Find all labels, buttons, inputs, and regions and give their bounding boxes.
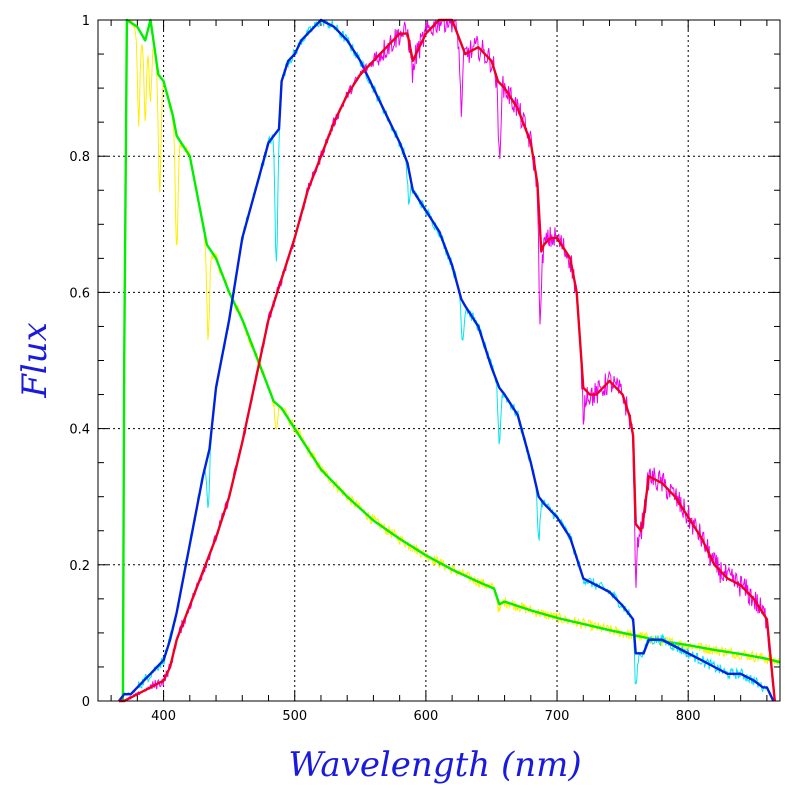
- y-axis-label: Flux: [15, 322, 55, 399]
- y-tick-label: 0: [82, 695, 90, 710]
- y-tick-label: 0.4: [69, 423, 90, 438]
- x-tick-label: 400: [151, 709, 176, 724]
- grid-lines: [98, 20, 780, 701]
- y-tick-labels: 0 0.2 0.4 0.6 0.8 1: [69, 14, 90, 710]
- series-2-line: [118, 18, 775, 702]
- plot-frame: [97, 19, 781, 702]
- x-tick-label: 500: [282, 709, 307, 724]
- series-3-line: [119, 18, 776, 703]
- minor-ticks: [98, 19, 780, 702]
- series-3: [119, 18, 776, 703]
- y-tick-label: 0.6: [69, 286, 90, 301]
- x-tick-labels: 400 500 600 700 800: [151, 709, 700, 724]
- series-2: [118, 18, 775, 702]
- x-tick-label: 700: [545, 709, 570, 724]
- series-layer: [118, 18, 781, 703]
- series-1-line: [121, 18, 781, 702]
- plot-background: [98, 20, 780, 701]
- y-tick-label: 0.8: [69, 150, 90, 165]
- x-tick-label: 800: [676, 709, 701, 724]
- y-tick-label: 0.2: [69, 559, 90, 574]
- y-tick-label: 1: [82, 14, 90, 29]
- x-tick-label: 600: [413, 709, 438, 724]
- x-axis-label: Wavelength (nm): [288, 745, 581, 785]
